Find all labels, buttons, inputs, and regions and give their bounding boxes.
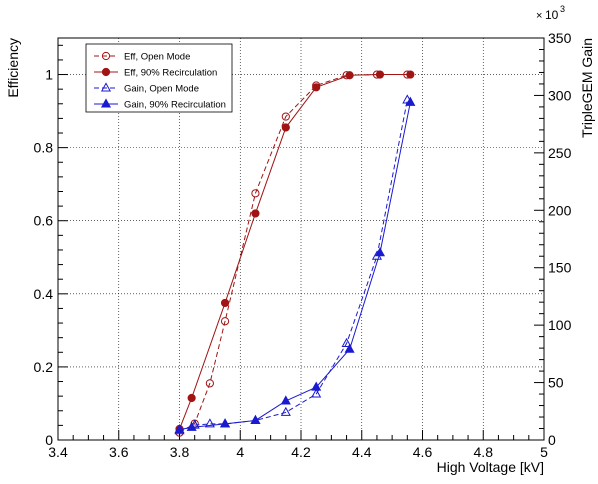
y-tick-label: 0 <box>45 432 53 448</box>
y2-multiplier-times: × <box>536 10 542 22</box>
data-point <box>345 71 354 80</box>
y2-tick-label: 100 <box>548 317 572 333</box>
data-point <box>251 189 260 198</box>
legend-label: Gain, Open Mode <box>124 84 199 95</box>
data-point <box>220 298 230 308</box>
data-point <box>186 421 197 431</box>
y2-multiplier: × 10 3 <box>536 4 565 22</box>
data-point <box>205 379 214 388</box>
y2-tick-label: 200 <box>548 202 572 218</box>
y2-tick-label: 250 <box>548 145 572 161</box>
data-point <box>405 96 416 106</box>
data-point <box>281 123 290 132</box>
data-point <box>406 70 415 79</box>
data-point <box>281 112 290 121</box>
x-tick-label: 4.2 <box>291 444 311 460</box>
data-point <box>220 418 231 428</box>
x-tick-label: 3.6 <box>109 444 129 460</box>
data-point <box>251 209 260 218</box>
x-tick-label: 3.4 <box>48 444 68 460</box>
x-axis-label: High Voltage [kV] <box>437 459 544 475</box>
data-point <box>311 388 322 398</box>
y-tick-label: 1 <box>45 67 53 83</box>
y-tick-label: 0.2 <box>34 359 54 375</box>
y-tick-label: 0.4 <box>34 286 54 302</box>
series-line <box>179 74 408 434</box>
x-tick-label: 3.8 <box>170 444 190 460</box>
data-point <box>220 317 230 326</box>
series-eff-90-recirculation <box>175 70 415 434</box>
x-tick-label: 5 <box>540 444 548 460</box>
data-point <box>375 70 385 79</box>
y2-axis-label: TripleGEM Gain <box>579 38 595 138</box>
legend-marker <box>100 98 112 108</box>
legend-label: Eff, 90% Recirculation <box>124 68 217 79</box>
series <box>174 70 416 437</box>
y-axis-label: Efficiency <box>5 38 21 98</box>
y2-multiplier-exp: 3 <box>560 4 565 14</box>
legend-label: Eff, Open Mode <box>124 52 190 63</box>
legend-box <box>85 43 233 113</box>
data-point <box>174 424 185 434</box>
y-tick-label: 0.6 <box>34 213 54 229</box>
y2-tick-label: 300 <box>548 87 572 103</box>
x-tick-label: 4.4 <box>352 444 372 460</box>
legend-marker <box>100 82 112 92</box>
y2-tick-label: 150 <box>548 260 572 276</box>
data-point <box>374 247 386 257</box>
y2-tick-label: 50 <box>548 375 564 391</box>
legend-marker <box>101 67 111 77</box>
legend-marker <box>101 51 111 61</box>
legend-label: Gain, 90% Recirculation <box>124 100 226 111</box>
series-gain-90-recirculation <box>174 96 416 434</box>
x-tick-label: 4 <box>236 444 244 460</box>
data-point <box>280 395 291 405</box>
data-point <box>204 418 215 428</box>
series-line <box>179 99 408 432</box>
y2-multiplier-base: 10 <box>545 8 559 22</box>
data-point <box>344 343 355 353</box>
data-point <box>280 406 291 416</box>
y2-tick-label: 350 <box>548 30 572 46</box>
data-point <box>187 393 196 403</box>
series-line <box>179 102 411 431</box>
y2-tick-label: 0 <box>548 432 556 448</box>
x-tick-label: 4.8 <box>474 444 494 460</box>
data-point <box>311 381 322 391</box>
data-point <box>250 414 261 424</box>
y-tick-label: 0.8 <box>34 140 54 156</box>
axes: 3.4 3.6 3.8 4 4.2 4.4 4.6 4.8 500.20.40.60.81050… <box>34 30 572 460</box>
data-point <box>341 337 352 348</box>
data-point <box>312 83 321 92</box>
legend: Eff, Open Mode Eff, 90% Recirculation Gain… <box>85 43 233 113</box>
series-line <box>179 74 411 430</box>
x-tick-label: 4.6 <box>413 444 433 460</box>
